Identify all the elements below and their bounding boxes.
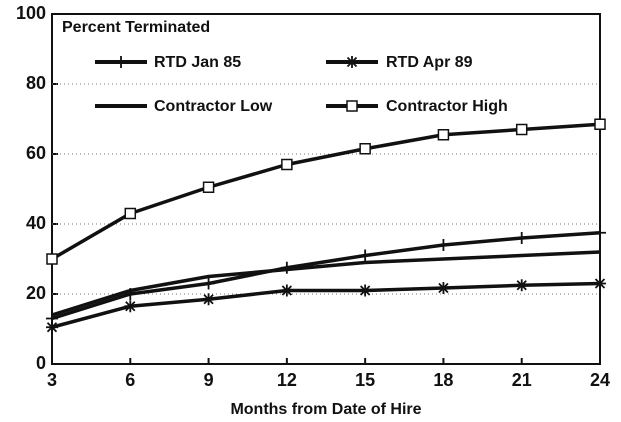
x-tick-label: 15: [355, 370, 375, 390]
y-tick-label: 0: [36, 353, 46, 373]
point: [202, 293, 215, 306]
point: [437, 282, 450, 295]
point: [202, 181, 215, 193]
point: [281, 158, 293, 171]
point: [515, 232, 528, 244]
legend-label: RTD Jan 85: [154, 54, 241, 71]
x-tick-label: 3: [47, 370, 57, 390]
x-tick-label: 6: [125, 370, 135, 390]
point: [124, 300, 137, 313]
series-line: [51, 250, 601, 317]
point: [594, 118, 606, 130]
point: [202, 277, 215, 290]
point: [359, 249, 372, 262]
x-tick-label: 18: [433, 370, 453, 390]
point: [594, 277, 606, 290]
legend-marker: [346, 100, 358, 112]
point: [437, 129, 450, 141]
point: [124, 207, 137, 220]
x-tick-label: 21: [512, 370, 532, 390]
point: [515, 279, 528, 292]
legend-marker: [115, 56, 127, 68]
y-tick-label: 40: [26, 213, 46, 233]
x-tick-label: 12: [277, 370, 297, 390]
point: [515, 123, 528, 136]
legend-label: Contractor Low: [154, 98, 273, 115]
plot-frame: [51, 13, 601, 365]
legend-label: Contractor High: [386, 98, 508, 115]
series-line: [51, 281, 601, 329]
point: [359, 143, 371, 155]
series-line: [51, 231, 601, 321]
x-axis-label: Months from Date of Hire: [230, 401, 421, 418]
y-tick-label: 80: [26, 73, 46, 93]
legend-title: Percent Terminated: [62, 19, 210, 36]
x-tick-label: 24: [590, 370, 610, 390]
y-tick-label: 60: [26, 143, 46, 163]
point: [594, 226, 606, 239]
point: [46, 253, 58, 265]
point: [46, 321, 58, 334]
y-tick-label: 20: [26, 283, 46, 303]
series-line: [51, 122, 601, 261]
y-tick-label: 100: [16, 3, 46, 23]
legend-label: RTD Apr 89: [386, 54, 473, 71]
legend-marker: [346, 56, 358, 68]
point: [280, 284, 293, 297]
point: [359, 284, 372, 297]
x-tick-label: 9: [204, 370, 214, 390]
point: [437, 239, 450, 251]
